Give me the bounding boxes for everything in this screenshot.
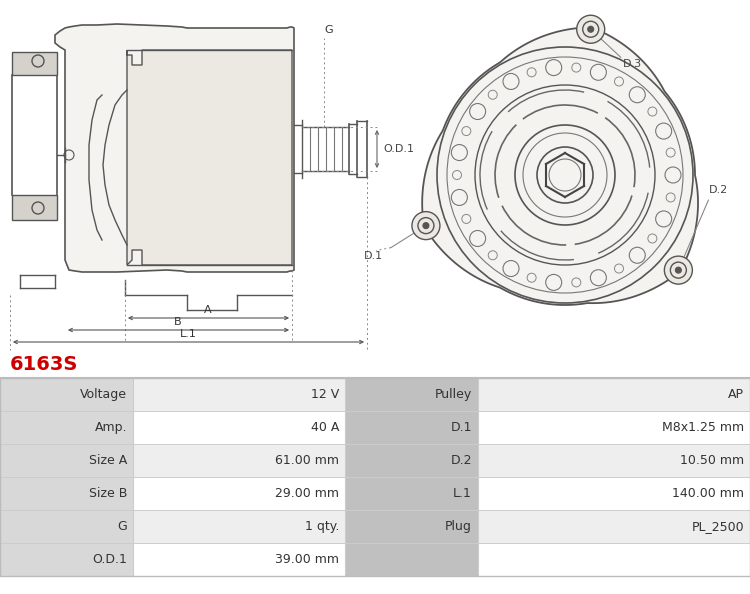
Polygon shape — [422, 27, 698, 305]
Text: Size B: Size B — [88, 487, 127, 500]
Text: M8x1.25 mm: M8x1.25 mm — [662, 421, 744, 434]
Text: Voltage: Voltage — [80, 388, 127, 401]
Text: Pulley: Pulley — [435, 388, 472, 401]
Text: A: A — [204, 305, 212, 315]
Bar — [133, 477, 345, 510]
Bar — [0, 510, 133, 543]
Circle shape — [537, 147, 593, 203]
Bar — [345, 378, 478, 411]
Text: L.1: L.1 — [453, 487, 472, 500]
Bar — [345, 543, 478, 576]
Bar — [345, 510, 478, 543]
Bar — [133, 543, 345, 576]
Bar — [345, 411, 478, 444]
Bar — [345, 444, 478, 477]
Text: O.D.1: O.D.1 — [383, 144, 415, 154]
Text: D.2: D.2 — [709, 185, 728, 195]
Text: 12 V: 12 V — [310, 388, 339, 401]
Text: 39.00 mm: 39.00 mm — [275, 553, 339, 566]
Bar — [478, 444, 750, 477]
Text: G: G — [117, 520, 127, 533]
Circle shape — [423, 223, 429, 229]
Text: G: G — [325, 25, 333, 35]
Text: 1 qty.: 1 qty. — [304, 520, 339, 533]
Bar — [478, 510, 750, 543]
Text: O.D.1: O.D.1 — [92, 553, 127, 566]
Bar — [0, 444, 133, 477]
Text: PL_2500: PL_2500 — [692, 520, 744, 533]
Text: AP: AP — [728, 388, 744, 401]
Bar — [0, 378, 750, 576]
Circle shape — [412, 211, 440, 239]
Circle shape — [588, 26, 594, 32]
Polygon shape — [12, 195, 57, 220]
Bar — [133, 444, 345, 477]
Text: Plug: Plug — [446, 520, 472, 533]
Circle shape — [664, 256, 692, 284]
Text: 140.00 mm: 140.00 mm — [672, 487, 744, 500]
Bar — [0, 378, 133, 411]
Text: 10.50 mm: 10.50 mm — [680, 454, 744, 467]
Circle shape — [675, 267, 681, 273]
Text: D.3: D.3 — [623, 59, 642, 69]
Bar — [133, 510, 345, 543]
Bar — [478, 543, 750, 576]
Bar — [478, 411, 750, 444]
Bar — [478, 477, 750, 510]
Bar — [133, 378, 345, 411]
Bar — [0, 543, 133, 576]
Bar — [0, 477, 133, 510]
Bar — [345, 477, 478, 510]
Text: B: B — [174, 317, 182, 327]
Text: 61.00 mm: 61.00 mm — [275, 454, 339, 467]
Text: 40 A: 40 A — [310, 421, 339, 434]
Text: D.2: D.2 — [451, 454, 472, 467]
Text: 29.00 mm: 29.00 mm — [275, 487, 339, 500]
Text: Amp.: Amp. — [94, 421, 127, 434]
Polygon shape — [55, 24, 294, 272]
Circle shape — [577, 15, 604, 43]
Polygon shape — [12, 52, 57, 75]
Text: D.1: D.1 — [364, 251, 383, 261]
Text: Size A: Size A — [88, 454, 127, 467]
Bar — [0, 411, 133, 444]
Text: L.1: L.1 — [179, 329, 196, 339]
Text: 6163S: 6163S — [10, 355, 78, 374]
Text: D.1: D.1 — [451, 421, 472, 434]
Bar — [133, 411, 345, 444]
Polygon shape — [127, 50, 292, 265]
Bar — [478, 378, 750, 411]
